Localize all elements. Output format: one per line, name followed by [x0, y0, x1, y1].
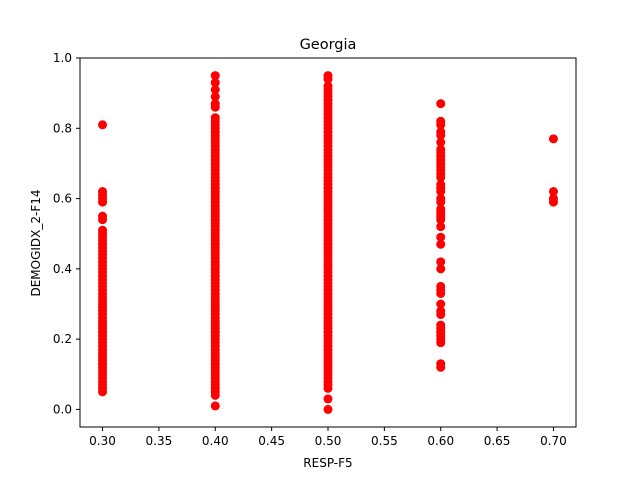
x-tick-label: 0.40: [202, 434, 229, 448]
x-tick-label: 0.60: [427, 434, 454, 448]
y-tick-label: 1.0: [53, 51, 72, 65]
data-point: [98, 215, 107, 224]
x-tick-label: 0.70: [540, 434, 567, 448]
data-point: [436, 99, 445, 108]
chart-title: Georgia: [300, 37, 357, 53]
data-point: [98, 198, 107, 207]
data-point: [98, 120, 107, 129]
data-point: [549, 198, 558, 207]
series-group: [211, 71, 220, 410]
x-axis-label: RESP-F5: [303, 456, 352, 470]
data-point: [211, 401, 220, 410]
y-tick-label: 0.6: [53, 192, 72, 206]
data-point: [436, 289, 445, 298]
x-tick-label: 0.35: [146, 434, 173, 448]
data-point: [436, 310, 445, 319]
x-tick-label: 0.50: [315, 434, 342, 448]
data-point: [211, 103, 220, 112]
x-tick-label: 0.55: [371, 434, 398, 448]
y-tick-label: 0.0: [53, 402, 72, 416]
data-point: [324, 405, 333, 414]
data-point: [436, 240, 445, 249]
data-point: [436, 264, 445, 273]
data-point: [436, 338, 445, 347]
y-tick-label: 0.4: [53, 262, 72, 276]
y-axis-label: DEMOGIDX_2-F14: [29, 189, 43, 296]
x-tick-label: 0.30: [89, 434, 116, 448]
y-tick-label: 0.8: [53, 121, 72, 135]
x-tick-label: 0.45: [258, 434, 285, 448]
series-group: [436, 99, 445, 372]
data-point: [436, 363, 445, 372]
data-point: [549, 134, 558, 143]
series-group: [324, 71, 333, 414]
data-point: [436, 222, 445, 231]
data-point: [98, 387, 107, 396]
data-point: [324, 394, 333, 403]
data-point: [211, 391, 220, 400]
y-tick-label: 0.2: [53, 332, 72, 346]
x-tick-label: 0.65: [484, 434, 511, 448]
data-point: [324, 384, 333, 393]
